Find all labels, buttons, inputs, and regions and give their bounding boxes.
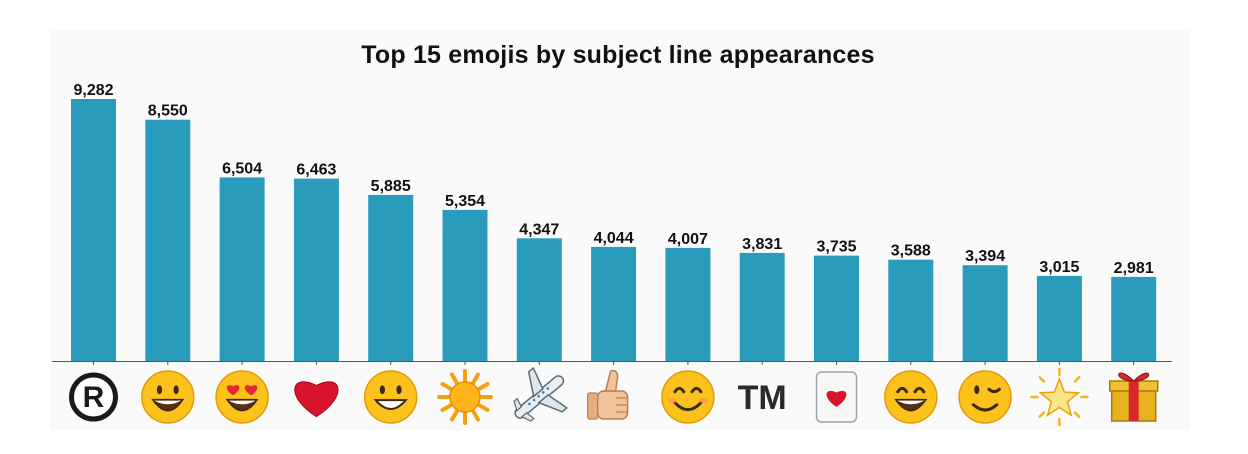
grinning-face-big-eyes-icon [141, 370, 195, 424]
value-label-wrapped-gift: 2,981 [1114, 260, 1154, 277]
registered-sign-icon: R [69, 372, 118, 422]
value-label-winking-face: 3,394 [965, 248, 1005, 265]
x-ticks-layer [93, 361, 1135, 365]
value-label-glowing-star: 3,015 [1039, 259, 1079, 276]
wrapped-gift-icon [1108, 372, 1159, 422]
bars-layer [71, 99, 1157, 361]
bar-grinning-face-big-eyes [145, 119, 191, 361]
svg-text:R: R [83, 381, 105, 414]
smiling-face-smiling-eyes-icon [661, 370, 715, 424]
thumbs-up-icon [586, 369, 629, 420]
value-label-grinning-face-big-eyes: 8,550 [148, 103, 188, 120]
heart-eyes-face-icon [215, 370, 269, 424]
bar-thumbs-up [591, 246, 637, 361]
bar-sun [442, 209, 488, 361]
value-label-trade-mark: 3,831 [742, 236, 782, 253]
value-label-thumbs-up: 4,044 [594, 230, 634, 247]
value-label-airplane: 4,347 [519, 221, 559, 238]
bar-glowing-star [1036, 275, 1082, 361]
airplane-icon [513, 366, 568, 422]
bar-wrapped-gift [1111, 276, 1157, 361]
value-label-sun: 5,354 [445, 193, 485, 210]
value-label-heart-suit-card: 3,735 [816, 239, 856, 256]
bar-grinning-face [368, 194, 414, 361]
bar-registered-sign [71, 99, 116, 361]
bar-heart-suit-card [814, 255, 859, 361]
value-label-smiling-face-smiling-eyes: 4,007 [668, 231, 708, 248]
chart-title: Top 15 emojis by subject line appearance… [361, 41, 875, 69]
value-label-grinning-face: 5,885 [371, 178, 411, 195]
sun-icon [437, 369, 493, 425]
red-heart-icon [294, 381, 339, 418]
grinning-face-smiling-eyes-icon [884, 370, 938, 424]
bar-winking-face [962, 265, 1008, 361]
value-labels-layer: 9,282 8,550 6,504 6,463 5,885 5,354 4,347 4,044… [73, 82, 1153, 277]
value-label-red-heart: 6,463 [296, 162, 336, 179]
value-label-heart-eyes-face: 6,504 [222, 160, 262, 177]
trade-mark-icon: TM [738, 379, 787, 417]
category-icons-layer: R TM [69, 366, 1159, 427]
winking-face-icon [958, 370, 1012, 424]
glowing-star-icon [1030, 367, 1089, 427]
value-label-grinning-face-smiling-eyes: 3,588 [891, 243, 931, 260]
heart-suit-card-icon [815, 371, 858, 423]
value-label-registered-sign: 9,282 [73, 82, 113, 99]
bar-trade-mark [739, 252, 785, 361]
grinning-face-icon [363, 370, 418, 424]
bar-red-heart [293, 178, 339, 361]
bar-airplane [516, 238, 562, 361]
bar-grinning-face-smiling-eyes [888, 259, 934, 361]
svg-text:TM: TM [738, 379, 787, 417]
bar-smiling-face-smiling-eyes [665, 247, 711, 361]
bar-heart-eyes-face [219, 177, 265, 361]
